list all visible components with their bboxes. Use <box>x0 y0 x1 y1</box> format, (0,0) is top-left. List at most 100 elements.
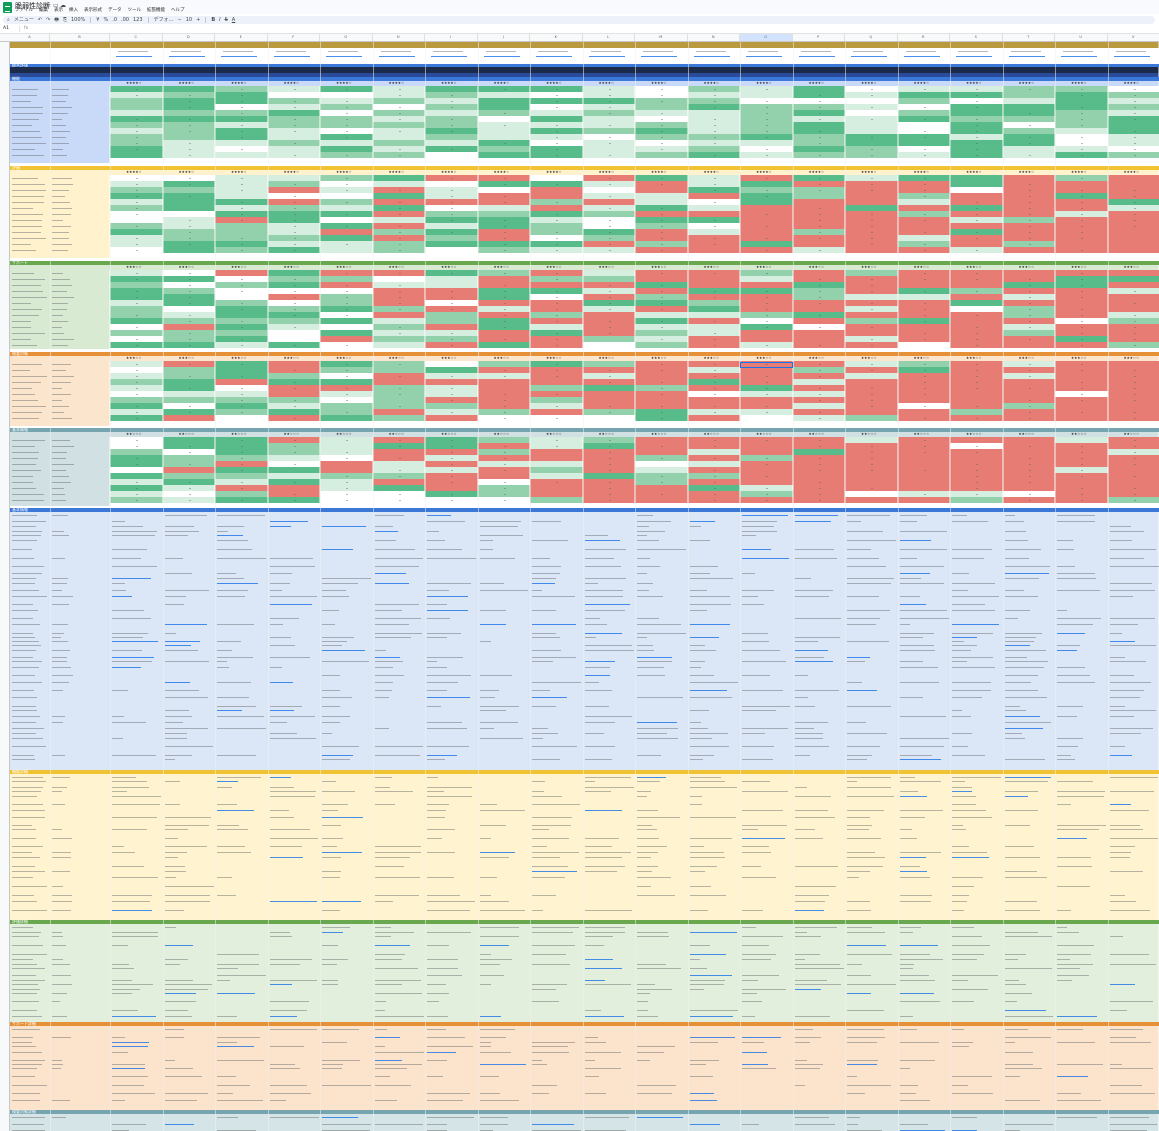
detail-link[interactable] <box>164 945 193 946</box>
detail-link[interactable] <box>847 1064 877 1065</box>
score-cell[interactable] <box>792 86 845 92</box>
score-cell[interactable] <box>215 152 268 158</box>
column-header-d[interactable]: D <box>163 34 215 41</box>
score-cell[interactable] <box>215 241 268 247</box>
row-header[interactable] <box>0 246 9 248</box>
row-header[interactable] <box>0 222 9 224</box>
score-cell[interactable] <box>950 187 1003 193</box>
score-cell[interactable] <box>530 187 583 193</box>
score-cell[interactable] <box>162 104 215 110</box>
score-cell[interactable] <box>582 211 635 217</box>
score-cell[interactable] <box>110 122 163 128</box>
score-cell[interactable] <box>845 288 898 294</box>
product-link[interactable] <box>798 56 835 57</box>
score-cell[interactable] <box>530 116 583 122</box>
detail-link[interactable] <box>794 661 833 662</box>
row-header[interactable] <box>0 834 9 836</box>
score-cell[interactable] <box>372 181 425 187</box>
detail-link[interactable] <box>427 755 457 756</box>
score-cell[interactable] <box>950 497 1003 503</box>
score-cell[interactable] <box>372 110 425 116</box>
score-cell[interactable] <box>687 140 740 146</box>
row-header[interactable] <box>0 756 9 758</box>
score-cell[interactable] <box>1002 187 1055 193</box>
product-link[interactable] <box>326 56 362 57</box>
row-header[interactable] <box>0 1056 9 1058</box>
detail-link[interactable] <box>164 993 196 994</box>
score-cell[interactable] <box>792 294 845 300</box>
score-cell[interactable] <box>582 122 635 128</box>
score-cell[interactable] <box>162 270 215 276</box>
score-cell[interactable] <box>215 300 268 306</box>
row-header[interactable] <box>0 600 9 602</box>
row-header[interactable] <box>0 978 9 980</box>
score-cell[interactable] <box>687 134 740 140</box>
score-cell[interactable] <box>477 110 530 116</box>
row-header[interactable] <box>0 570 9 572</box>
score-cell[interactable] <box>1055 175 1108 181</box>
menus-button[interactable]: メニュー <box>13 16 34 23</box>
score-cell[interactable] <box>950 110 1003 116</box>
score-cell[interactable] <box>635 223 688 229</box>
score-cell[interactable] <box>897 223 950 229</box>
detail-link[interactable] <box>794 989 821 990</box>
score-cell[interactable] <box>320 128 373 134</box>
score-cell[interactable] <box>215 116 268 122</box>
score-cell[interactable] <box>845 128 898 134</box>
detail-link[interactable] <box>269 682 293 683</box>
score-cell[interactable] <box>215 294 268 300</box>
score-cell[interactable] <box>1107 288 1159 294</box>
column-header-p[interactable]: P <box>793 34 845 41</box>
score-cell[interactable] <box>740 270 793 276</box>
row-header[interactable] <box>0 492 9 494</box>
row-header[interactable] <box>0 744 9 746</box>
score-cell[interactable] <box>635 294 688 300</box>
score-cell[interactable] <box>582 116 635 122</box>
row-header[interactable] <box>0 204 9 206</box>
score-cell[interactable] <box>1002 92 1055 98</box>
score-cell[interactable] <box>582 152 635 158</box>
score-cell[interactable] <box>792 235 845 241</box>
detail-link[interactable] <box>322 817 363 818</box>
score-cell[interactable] <box>740 134 793 140</box>
row-header[interactable] <box>0 1032 9 1034</box>
row-header[interactable] <box>0 636 9 638</box>
row-header[interactable] <box>0 1098 9 1100</box>
score-cell[interactable] <box>687 146 740 152</box>
detail-link[interactable] <box>689 1124 720 1125</box>
score-cell[interactable] <box>897 342 950 348</box>
score-cell[interactable] <box>110 193 163 199</box>
row-header[interactable] <box>0 468 9 470</box>
score-cell[interactable] <box>635 128 688 134</box>
product-link[interactable] <box>116 56 152 57</box>
score-cell[interactable] <box>635 276 688 282</box>
sheet-grid[interactable]: 総合評価 機能 ★★★★☆ ★★★★☆ ★★★★☆ ★★★★☆ ★★★★☆ ★★★★☆ ★★★★… <box>10 42 1159 1131</box>
score-cell[interactable] <box>215 86 268 92</box>
score-cell[interactable] <box>320 146 373 152</box>
score-cell[interactable] <box>267 294 320 300</box>
detail-link[interactable] <box>584 604 630 605</box>
score-cell[interactable] <box>162 199 215 205</box>
score-cell[interactable] <box>635 152 688 158</box>
detail-link[interactable] <box>637 722 677 723</box>
detail-link[interactable] <box>637 657 672 658</box>
score-cell[interactable] <box>425 211 478 217</box>
score-cell[interactable] <box>792 199 845 205</box>
score-cell[interactable] <box>215 134 268 140</box>
score-cell[interactable] <box>215 140 268 146</box>
score-cell[interactable] <box>477 270 530 276</box>
detail-link[interactable] <box>164 1124 194 1125</box>
score-cell[interactable] <box>1055 223 1108 229</box>
row-header[interactable] <box>0 858 9 860</box>
row-header[interactable] <box>0 450 9 452</box>
product-link[interactable] <box>641 56 677 57</box>
detail-link[interactable] <box>899 857 926 858</box>
row-header[interactable] <box>0 60 9 62</box>
product-link[interactable] <box>956 56 992 57</box>
row-header[interactable] <box>0 960 9 962</box>
detail-link[interactable] <box>742 515 788 516</box>
score-cell[interactable] <box>372 217 425 223</box>
score-cell[interactable] <box>792 134 845 140</box>
row-header[interactable] <box>0 276 9 278</box>
row-header[interactable] <box>0 258 9 260</box>
